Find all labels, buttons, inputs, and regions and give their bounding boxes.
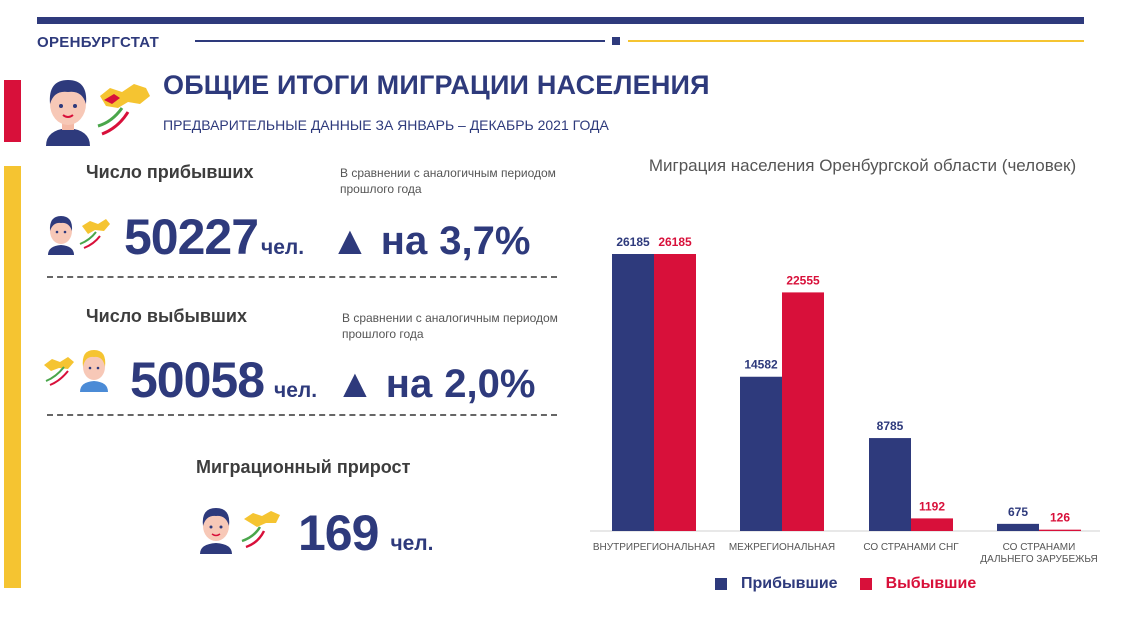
data-label: 26185 bbox=[658, 235, 692, 249]
person-map-icon bbox=[42, 74, 154, 153]
data-label: 8785 bbox=[877, 419, 904, 433]
person-map-icon bbox=[46, 212, 112, 261]
departures-change-prefix: ▲ на bbox=[335, 362, 433, 406]
growth-value: 169 bbox=[298, 505, 379, 561]
growth-stat: 169 чел. bbox=[298, 504, 433, 562]
header-square bbox=[612, 37, 620, 45]
accent-strip-yellow bbox=[4, 166, 21, 588]
departures-unit: чел. bbox=[274, 379, 318, 402]
legend-swatch-arrivals bbox=[715, 578, 727, 590]
data-label: 1192 bbox=[919, 499, 945, 513]
category-label: ДАЛЬНЕГО ЗАРУБЕЖЬЯ bbox=[980, 554, 1097, 565]
map-person-icon bbox=[42, 347, 116, 398]
arrivals-change-int: 3 bbox=[439, 219, 462, 263]
arrivals-change-dec: ,7% bbox=[461, 219, 531, 263]
departures-change-dec: ,0% bbox=[466, 362, 536, 406]
data-label: 22555 bbox=[786, 273, 820, 287]
arrivals-change-prefix: ▲ на bbox=[330, 219, 428, 263]
page-title: ОБЩИЕ ИТОГИ МИГРАЦИИ НАСЕЛЕНИЯ bbox=[163, 70, 710, 100]
arrivals-value: 50227 bbox=[124, 209, 259, 265]
header-line-blue bbox=[195, 40, 605, 42]
departures-label: Число выбывших bbox=[86, 306, 247, 326]
departures-stat: 50058 чел. ▲ на 2 ,0% bbox=[130, 351, 535, 409]
divider bbox=[47, 414, 557, 416]
legend-label-arrivals: Прибывшие bbox=[741, 575, 838, 592]
divider bbox=[47, 276, 557, 278]
bar-chart: 26185 14582 8785 675 26185 22555 1192 126 ВНУТРИ… bbox=[590, 235, 1100, 565]
accent-strip-red bbox=[4, 80, 21, 142]
category-label: СО СТРАНАМИ bbox=[1003, 542, 1076, 553]
bar bbox=[654, 254, 696, 531]
category-label: МЕЖРЕГИОНАЛЬНАЯ bbox=[729, 542, 835, 553]
bar bbox=[612, 254, 654, 531]
arrivals-stat: 50227 чел. ▲ на 3 ,7% bbox=[124, 208, 530, 266]
arrivals-label: Число прибывших bbox=[86, 162, 254, 182]
org-name: ОРЕНБУРГСТАТ bbox=[37, 34, 160, 51]
legend-swatch-departures bbox=[859, 578, 872, 590]
bar bbox=[740, 376, 782, 531]
bar bbox=[997, 523, 1039, 531]
page-subtitle: ПРЕДВАРИТЕЛЬНЫЕ ДАННЫЕ ЗА ЯНВАРЬ – ДЕКАБ… bbox=[163, 117, 609, 133]
data-label: 675 bbox=[1008, 505, 1028, 519]
category-label: ВНУТРИРЕГИОНАЛЬНАЯ bbox=[593, 542, 715, 553]
bar bbox=[1039, 529, 1081, 531]
legend-item-departures: Выбывшие bbox=[859, 575, 977, 593]
person-map-icon bbox=[196, 503, 284, 560]
bar bbox=[782, 292, 824, 531]
legend-item-arrivals: Прибывшие bbox=[715, 575, 838, 593]
data-label: 14582 bbox=[744, 358, 778, 372]
departures-value: 50058 bbox=[130, 352, 265, 408]
arrivals-unit: чел. bbox=[261, 236, 305, 259]
departures-change-int: 2 bbox=[444, 362, 467, 406]
data-label: 126 bbox=[1050, 511, 1070, 525]
chart-legend: Прибывшие Выбывшие bbox=[715, 575, 976, 593]
bar bbox=[869, 438, 911, 531]
data-label: 26185 bbox=[616, 235, 650, 249]
header-line-yellow bbox=[628, 40, 1084, 42]
growth-unit: чел. bbox=[390, 532, 434, 555]
arrivals-comparison: В сравнении с аналогичным периодом прошл… bbox=[340, 166, 556, 196]
growth-label: Миграционный прирост bbox=[196, 457, 411, 477]
bar bbox=[911, 518, 953, 531]
category-label: СО СТРАНАМИ СНГ bbox=[863, 542, 959, 553]
chart-title: Миграция населения Оренбургской области … bbox=[648, 156, 1077, 175]
top-bar bbox=[37, 17, 1084, 24]
departures-comparison: В сравнении с аналогичным периодом прошл… bbox=[342, 311, 558, 341]
legend-label-departures: Выбывшие bbox=[885, 575, 977, 592]
